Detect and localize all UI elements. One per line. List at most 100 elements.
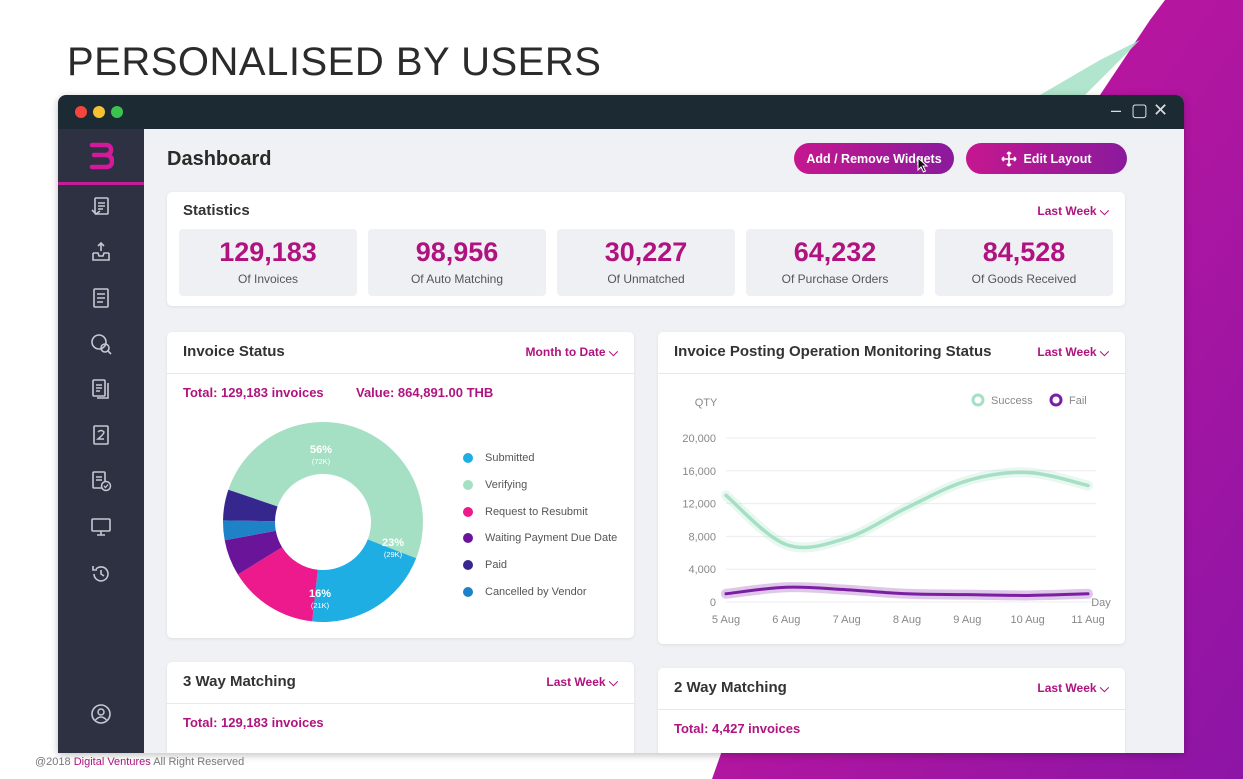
stat-invoices[interactable]: 129,183 Of Invoices: [179, 229, 357, 296]
three-way-total: Total: 129,183 invoices: [183, 715, 324, 730]
invoice-status-filter-label: Month to Date: [525, 345, 606, 359]
donut-slice-request-to-resubmit[interactable]: [237, 547, 318, 622]
maximize-dot[interactable]: [111, 106, 123, 118]
two-way-matching-card: 2 Way Matching Last Week ⌵ Total: 4,427 …: [658, 668, 1125, 753]
legend-item[interactable]: Cancelled by Vendor: [463, 586, 587, 598]
invoice-status-donut[interactable]: 56% (72K) 23% (29K) 16% (21K): [213, 412, 433, 632]
legend-marker-fail: [1049, 393, 1063, 407]
stat-unmatched[interactable]: 30,227 Of Unmatched: [557, 229, 735, 296]
chevron-down-icon: ⌵: [1099, 345, 1109, 359]
legend-dot: [463, 507, 473, 517]
close-icon[interactable]: ✕: [1153, 100, 1169, 120]
numbered-doc-icon[interactable]: [89, 423, 113, 447]
legend-label-success[interactable]: Success: [991, 395, 1033, 407]
y-tick-label: 16,000: [682, 466, 716, 478]
stat-value: 129,183: [219, 237, 317, 267]
doc-check-icon[interactable]: [89, 469, 113, 493]
x-tick-label: 5 Aug: [712, 614, 740, 626]
statistics-filter-label: Last Week: [1037, 204, 1097, 218]
three-way-filter[interactable]: Last Week ⌵: [546, 675, 618, 690]
stat-purchase-orders[interactable]: 64,232 Of Purchase Orders: [746, 229, 924, 296]
monitor-icon[interactable]: [89, 515, 113, 539]
y-axis-label: QTY: [695, 397, 718, 409]
invoice-status-title: Invoice Status: [183, 343, 285, 360]
invoice-total: Total: 129,183 invoices: [183, 385, 324, 400]
y-tick-label: 8,000: [688, 531, 716, 543]
slice-count-label: (29K): [384, 550, 403, 559]
x-tick-label: 6 Aug: [772, 614, 800, 626]
card-divider: [167, 703, 634, 704]
legend-label: Cancelled by Vendor: [485, 586, 587, 598]
donut-slice-cancelled-by-vendor[interactable]: [223, 520, 276, 541]
page-title: Dashboard: [167, 148, 272, 170]
legend-dot: [463, 533, 473, 543]
invoice-list-icon[interactable]: [89, 195, 113, 219]
three-way-title: 3 Way Matching: [183, 673, 296, 690]
legend-label-fail[interactable]: Fail: [1069, 395, 1087, 407]
stat-goods-received[interactable]: 84,528 Of Goods Received: [935, 229, 1113, 296]
main-content: Dashboard Add / Remove Widgets Edit Layo…: [144, 129, 1154, 753]
two-way-filter[interactable]: Last Week ⌵: [1037, 681, 1109, 696]
legend-dot: [463, 453, 473, 463]
stat-label: Of Goods Received: [971, 272, 1077, 286]
legend-label: Paid: [485, 559, 508, 571]
payment-search-icon[interactable]: [89, 332, 113, 356]
donut-slice-paid[interactable]: [223, 489, 278, 522]
close-dot[interactable]: [75, 106, 87, 118]
legend-item[interactable]: Submitted: [463, 452, 535, 464]
three-way-matching-card: 3 Way Matching Last Week ⌵ Total: 129,18…: [167, 662, 634, 753]
legend-item[interactable]: Verifying: [463, 479, 527, 491]
posting-status-line-chart[interactable]: 20,000 16,000 12,000 8,000 4,000 0 QTY Day 5 Aug…: [658, 380, 1125, 642]
maximize-icon[interactable]: ▢: [1131, 100, 1149, 120]
invoice-value: Value: 864,891.00 THB: [356, 385, 494, 400]
x-tick-label: 9 Aug: [953, 614, 981, 626]
minimize-icon[interactable]: –: [1111, 100, 1122, 120]
stat-label: Of Auto Matching: [410, 272, 504, 286]
inbox-upload-icon[interactable]: [89, 240, 113, 264]
footer-brand[interactable]: Digital Ventures: [73, 756, 151, 768]
statistics-filter[interactable]: Last Week ⌵: [1037, 204, 1109, 219]
slice-count-label: (21K): [311, 601, 330, 610]
document-icon[interactable]: [89, 286, 113, 310]
legend-item[interactable]: Request to Resubmit: [463, 506, 588, 518]
two-way-title: 2 Way Matching: [674, 679, 787, 696]
slice-pct-label: 16%: [309, 588, 331, 600]
donut-slice-submitted[interactable]: [312, 539, 417, 622]
add-remove-widgets-button[interactable]: Add / Remove Widgets: [794, 143, 954, 174]
donut-slice-waiting-payment-due-date[interactable]: [224, 530, 283, 575]
app-logo[interactable]: [58, 129, 144, 185]
stat-label: Of Invoices: [237, 272, 299, 286]
slide-title: PERSONALISED BY USERS: [67, 40, 602, 84]
posting-status-card: Invoice Posting Operation Monitoring Sta…: [658, 332, 1125, 644]
posting-status-filter[interactable]: Last Week ⌵: [1037, 345, 1109, 360]
legend-item[interactable]: Waiting Payment Due Date: [463, 532, 617, 544]
card-divider: [658, 709, 1125, 710]
x-axis-label: Day: [1091, 597, 1111, 609]
slice-pct-label: 23%: [382, 537, 404, 549]
donut-slice-verifying[interactable]: [228, 422, 423, 559]
user-profile-icon[interactable]: [89, 702, 113, 726]
footer-prefix: @2018: [35, 756, 74, 768]
y-tick-label: 4,000: [688, 564, 716, 576]
y-tick-label: 12,000: [682, 499, 716, 511]
stat-label: Of Purchase Orders: [781, 272, 889, 286]
legend-item[interactable]: Paid: [463, 559, 507, 571]
minimize-dot[interactable]: [93, 106, 105, 118]
posting-status-title: Invoice Posting Operation Monitoring Sta…: [674, 343, 992, 360]
invoice-status-filter[interactable]: Month to Date ⌵: [526, 345, 618, 360]
documents-stack-icon[interactable]: [89, 377, 113, 401]
two-way-filter-label: Last Week: [1037, 681, 1097, 695]
invoice-status-card: Invoice Status Month to Date ⌵ Total: 12…: [167, 332, 634, 638]
series-line-fail[interactable]: [724, 585, 1090, 597]
stat-value: 84,528: [982, 237, 1066, 267]
x-tick-label: 11 Aug: [1071, 614, 1104, 626]
edit-layout-button[interactable]: Edit Layout: [966, 143, 1127, 174]
legend-label: Waiting Payment Due Date: [485, 532, 618, 544]
stat-auto-matching[interactable]: 98,956 Of Auto Matching: [368, 229, 546, 296]
history-icon[interactable]: [89, 562, 113, 586]
y-tick-label: 20,000: [682, 433, 716, 445]
two-way-total: Total: 4,427 invoices: [674, 721, 801, 736]
series-line-success[interactable]: [724, 470, 1090, 550]
legend-dot: [463, 560, 473, 570]
y-tick-label: 0: [710, 597, 716, 609]
